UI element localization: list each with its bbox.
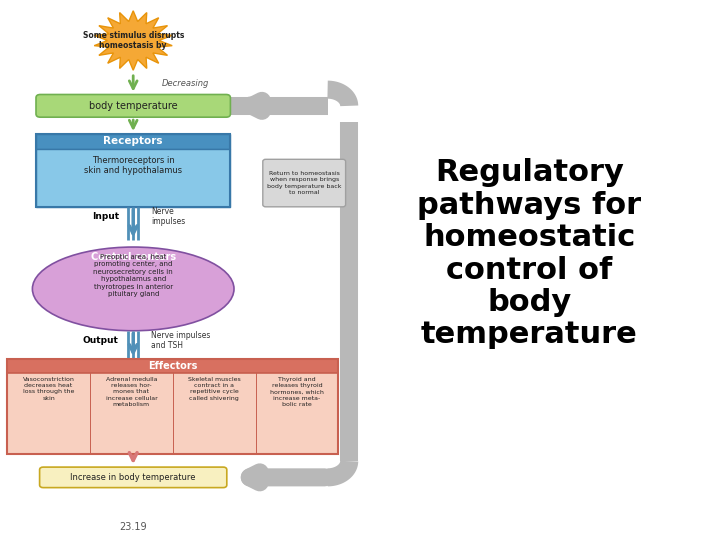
Text: Nerve
impulses: Nerve impulses: [151, 207, 186, 226]
Text: Input: Input: [91, 212, 119, 221]
Text: Thermoreceptors in
skin and hypothalamus: Thermoreceptors in skin and hypothalamus: [84, 156, 182, 175]
Text: Return to homeostasis
when response brings
body temperature back
to normal: Return to homeostasis when response brin…: [267, 171, 341, 195]
Text: Preoptic area, heat
promoting center, and
neurosecretory cells in
hypothalamus a: Preoptic area, heat promoting center, an…: [94, 254, 173, 297]
Bar: [36, 149, 230, 207]
Bar: [36, 134, 230, 207]
Text: Some stimulus disrupts
homeostasis by: Some stimulus disrupts homeostasis by: [83, 31, 184, 50]
FancyBboxPatch shape: [40, 467, 227, 488]
FancyBboxPatch shape: [36, 94, 230, 117]
Bar: [36, 134, 230, 149]
Text: Regulatory
pathways for
homeostatic
control of
body
temperature: Regulatory pathways for homeostatic cont…: [417, 158, 642, 349]
Text: Increase in body temperature: Increase in body temperature: [71, 473, 196, 482]
Text: Vasoconstriction
decreases heat
loss through the
skin: Vasoconstriction decreases heat loss thr…: [22, 377, 75, 401]
Polygon shape: [94, 11, 172, 70]
Text: body temperature: body temperature: [89, 101, 178, 111]
Text: Adrenal medulla
releases hor-
mones that
increase cellular
metabolism: Adrenal medulla releases hor- mones that…: [106, 377, 157, 407]
Text: Effectors: Effectors: [148, 361, 197, 371]
Text: Nerve impulses
and TSH: Nerve impulses and TSH: [151, 331, 210, 350]
Ellipse shape: [32, 247, 234, 330]
Text: 23.19: 23.19: [120, 522, 147, 531]
Text: Control centers: Control centers: [91, 252, 176, 262]
Bar: [7, 359, 338, 454]
Bar: [7, 373, 338, 454]
FancyBboxPatch shape: [263, 159, 346, 207]
Text: Output: Output: [83, 336, 119, 345]
Text: Receptors: Receptors: [104, 137, 163, 146]
Bar: [7, 359, 338, 373]
Text: Skeletal muscles
contract in a
repetitive cycle
called shivering: Skeletal muscles contract in a repetitiv…: [188, 377, 240, 401]
Text: Thyroid and
releases thyroid
hormones, which
increase meta-
bolic rate: Thyroid and releases thyroid hormones, w…: [270, 377, 324, 407]
Text: Decreasing: Decreasing: [162, 79, 210, 88]
